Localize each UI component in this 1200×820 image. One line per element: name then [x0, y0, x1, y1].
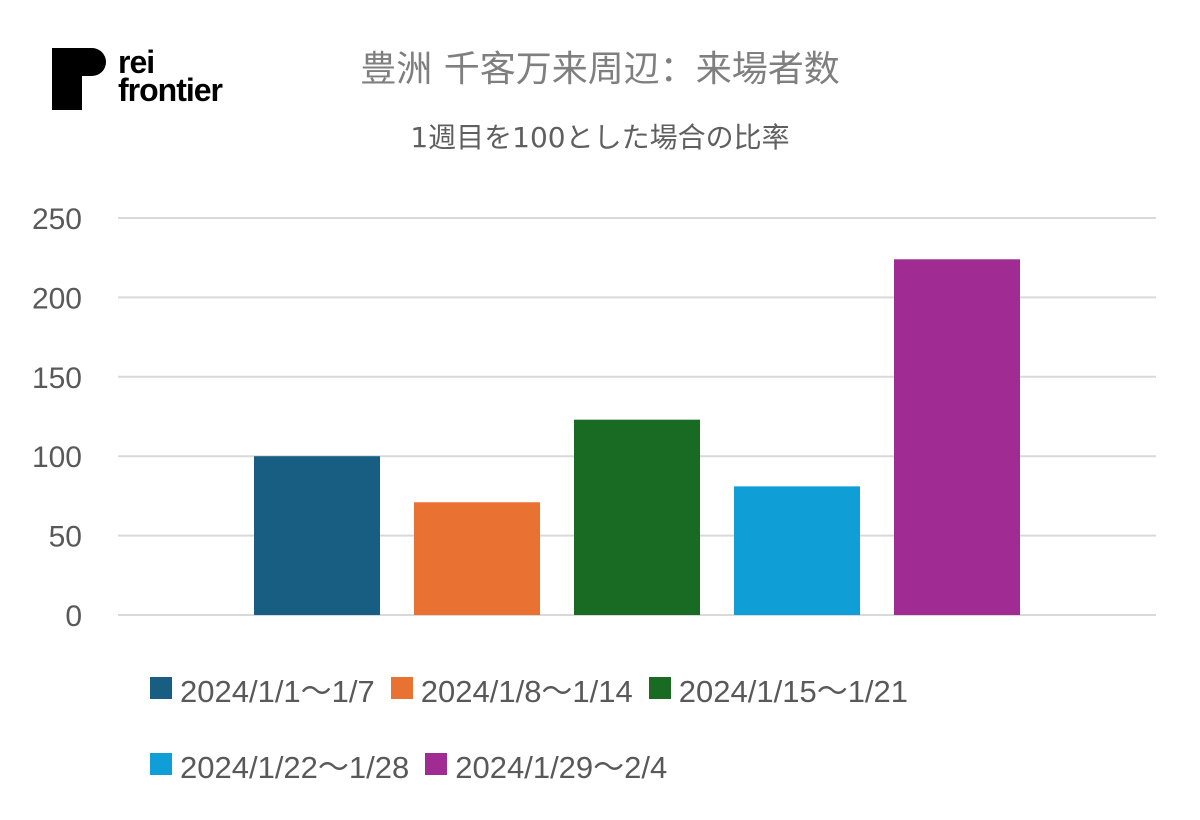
bar [734, 486, 860, 615]
bar [254, 456, 380, 615]
legend-swatch [425, 753, 448, 775]
y-tick-label: 50 [49, 521, 82, 554]
legend-label: 2024/1/8〜1/14 [420, 673, 633, 709]
bar [414, 502, 540, 615]
chart-title: 豊洲 千客万来周辺：来場者数 [360, 49, 840, 90]
y-tick-label: 200 [32, 282, 82, 315]
y-tick-label: 250 [32, 203, 82, 236]
legend-swatch [390, 677, 413, 699]
chart-subtitle: 1週目を100とした場合の比率 [410, 121, 790, 154]
legend-swatch [150, 677, 172, 699]
legend-item: 2024/1/22〜1/28 [150, 742, 423, 787]
legend-item: 2024/1/8〜1/14 [390, 666, 647, 711]
bar [894, 259, 1020, 615]
legend-row: 2024/1/1〜1/7 2024/1/8〜1/14 2024/1/15〜1/2… [150, 666, 1150, 711]
legend-swatch [150, 753, 172, 775]
logo-mark-icon [52, 48, 106, 110]
y-tick-label: 150 [32, 362, 82, 395]
legend-swatch [648, 677, 671, 699]
logo-line-1: rei [118, 44, 155, 80]
legend-item: 2024/1/1〜1/7 [150, 666, 389, 711]
logo-wordmark: rei frontier [118, 44, 223, 108]
legend-label: 2024/1/1〜1/7 [180, 673, 375, 709]
y-tick-label: 0 [65, 600, 82, 633]
legend-label: 2024/1/15〜1/21 [678, 673, 909, 709]
legend-label: 2024/1/22〜1/28 [180, 749, 410, 785]
y-tick-label: 100 [32, 441, 82, 474]
legend-label: 2024/1/29〜2/4 [455, 749, 668, 785]
brand-logo: rei frontier [52, 44, 223, 110]
legend-item: 2024/1/29〜2/4 [425, 742, 681, 787]
legend-row: 2024/1/22〜1/28 2024/1/29〜2/4 [150, 742, 1150, 787]
logo-line-2: frontier [118, 72, 223, 108]
chart-legend: 2024/1/1〜1/7 2024/1/8〜1/14 2024/1/15〜1/2… [150, 668, 1150, 820]
legend-item: 2024/1/15〜1/21 [648, 666, 922, 711]
bar [574, 419, 700, 615]
